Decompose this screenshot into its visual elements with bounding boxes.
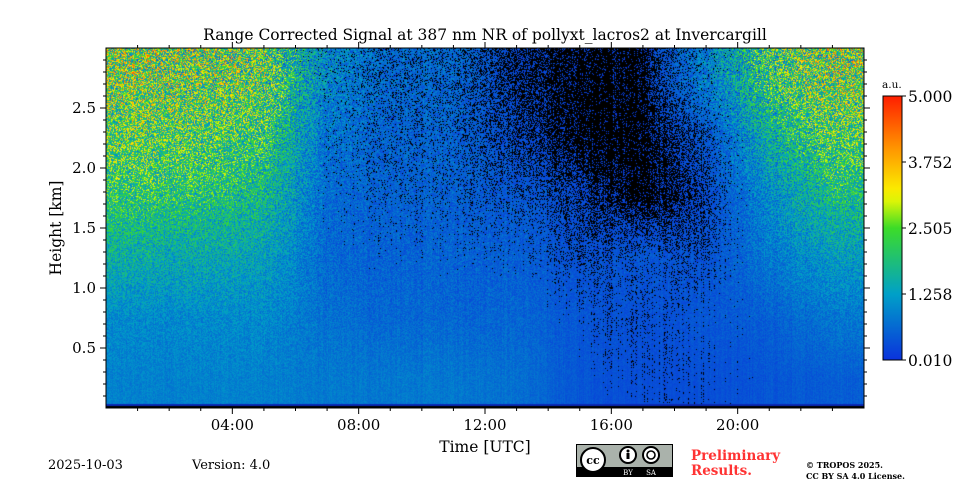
colorbar-tick-label: 5.000 <box>908 88 952 106</box>
svg-text:cc: cc <box>586 454 600 467</box>
version-label: Version: 4.0 <box>192 458 271 473</box>
preliminary-notice: Preliminary Results. <box>691 449 780 479</box>
colorbar-tick-label: 1.258 <box>908 286 952 304</box>
y-tick-label: 1.5 <box>72 219 96 237</box>
y-tick-label: 2.0 <box>72 159 96 177</box>
x-tick-label: 12:00 <box>463 416 506 434</box>
plot-frame <box>105 47 865 409</box>
colorbar-label: a.u. <box>882 79 902 91</box>
heatmap <box>106 48 864 408</box>
y-tick-label: 2.5 <box>72 99 96 117</box>
plot-area <box>106 48 864 412</box>
y-tick-label: 0.5 <box>72 339 96 357</box>
colorbar-tick-label: 3.752 <box>908 154 952 172</box>
copyright: © TROPOS 2025. CC BY SA 4.0 License. <box>806 460 905 480</box>
x-axis-label: Time [UTC] <box>439 438 531 456</box>
x-tick-label: 04:00 <box>211 416 254 434</box>
colorbar-tick-label: 0.010 <box>908 352 952 370</box>
preliminary-line-2: Results. <box>691 463 752 479</box>
cc-license-badge: cc BY SA <box>576 444 673 477</box>
badge-sa: SA <box>646 469 657 476</box>
colorbar <box>882 95 903 361</box>
x-tick-label: 08:00 <box>337 416 380 434</box>
copyright-line-2: CC BY SA 4.0 License. <box>806 471 905 480</box>
x-tick-label: 16:00 <box>590 416 633 434</box>
cc-icon: cc BY SA <box>577 446 672 477</box>
chart-title: Range Corrected Signal at 387 nm NR of p… <box>203 26 767 44</box>
copyright-line-1: © TROPOS 2025. <box>806 460 883 470</box>
badge-by: BY <box>623 469 633 476</box>
date-label: 2025-10-03 <box>48 458 123 473</box>
colorbar-tick-label: 2.505 <box>908 220 952 238</box>
y-tick-label: 1.0 <box>72 279 96 297</box>
y-axis-label: Height [km] <box>47 180 65 276</box>
preliminary-line-1: Preliminary <box>691 448 781 464</box>
x-tick-label: 20:00 <box>716 416 759 434</box>
